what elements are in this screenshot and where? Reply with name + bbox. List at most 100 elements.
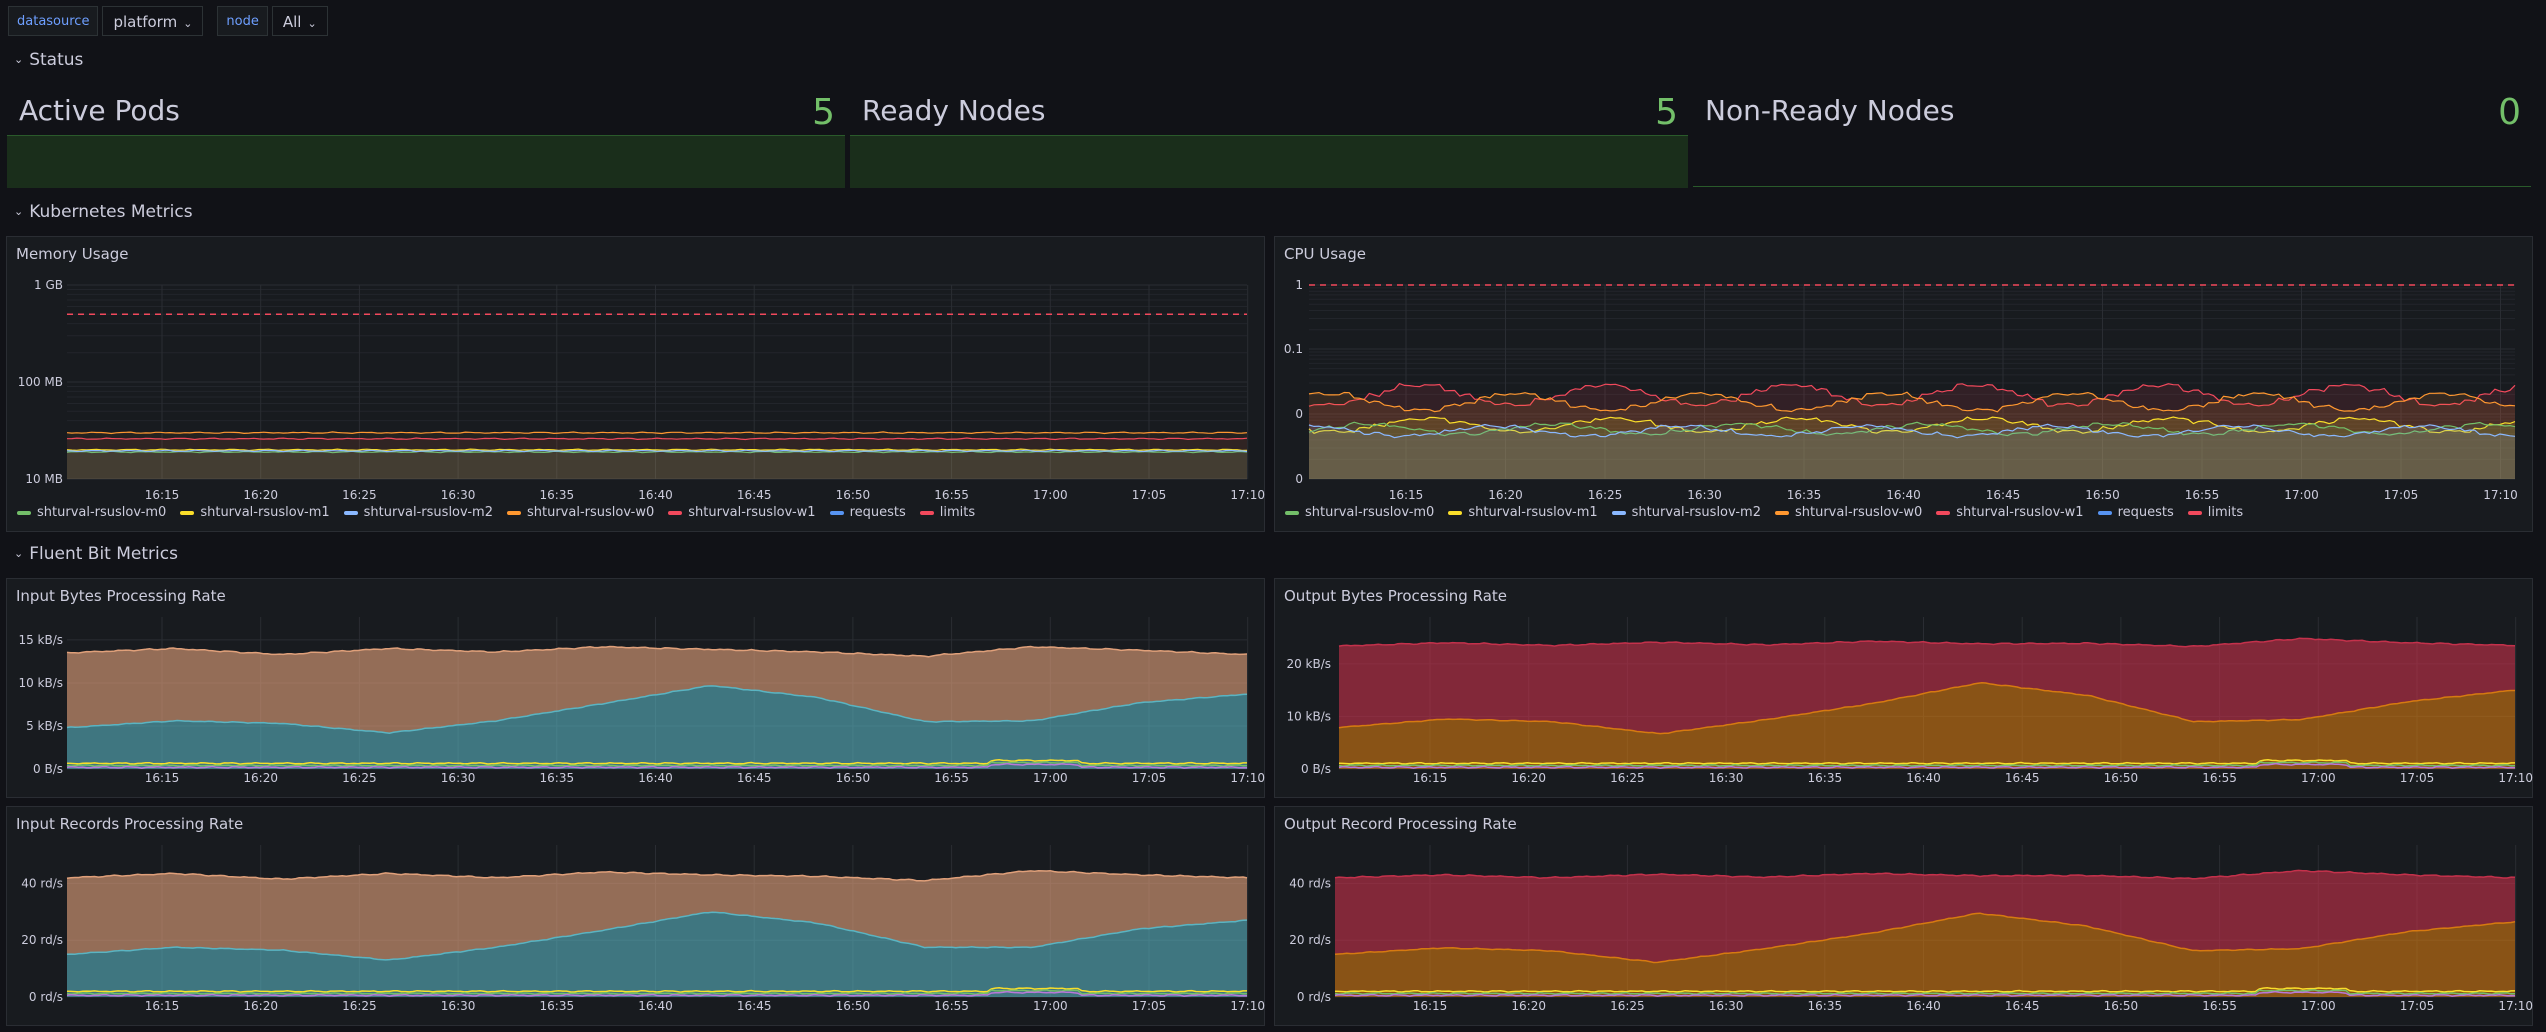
series-m1-area	[67, 449, 1247, 479]
x-tick-label: 16:45	[2005, 999, 2040, 1013]
legend-item[interactable]: shturval-rsuslov-w1	[668, 505, 816, 520]
variables-bar: datasource platform ⌄ node All ⌄	[8, 6, 342, 36]
series-w0-area	[1339, 682, 2515, 769]
x-tick-label: 16:25	[1588, 488, 1623, 502]
legend-color-swatch	[2187, 510, 2202, 515]
x-tick-label: 16:30	[441, 999, 476, 1013]
panel-title: Output Record Processing Rate	[1284, 815, 1517, 833]
x-tick-label: 16:35	[1787, 488, 1822, 502]
panel-cpu-usage[interactable]: CPU Usage 1 0.1 0 0 16:15 16:20 16:25 16:30 16:3…	[1274, 236, 2533, 532]
legend-item[interactable]: shturval-rsuslov-m1	[180, 505, 330, 520]
x-tick-label: 16:35	[1808, 771, 1843, 785]
x-tick-label: 16:40	[638, 771, 673, 785]
y-tick-label: 1	[1295, 278, 1303, 292]
series-m2-line	[66, 990, 1248, 997]
x-tick-label: 17:10	[1230, 488, 1265, 502]
stat-ready-nodes[interactable]: Ready Nodes 5	[850, 88, 1688, 188]
x-tick-label: 17:05	[2400, 771, 2435, 785]
series-m0-area	[1309, 422, 2515, 479]
y-tick-label: 10 kB/s	[1286, 709, 1331, 723]
legend-item[interactable]: limits	[2187, 505, 2243, 520]
node-variable-value: All	[282, 13, 302, 31]
row-kubernetes-metrics[interactable]: ⌄ Kubernetes Metrics	[14, 202, 193, 222]
x-tick-label: 17:00	[1033, 771, 1068, 785]
legend-item[interactable]: limits	[919, 505, 975, 520]
datasource-variable-label: datasource	[8, 6, 99, 36]
x-tick-label: 16:35	[540, 771, 575, 785]
legend-item[interactable]: shturval-rsuslov-w0	[1774, 505, 1923, 520]
series-total-line	[66, 645, 1248, 658]
x-tick-label: 16:50	[2085, 488, 2120, 502]
x-tick-label: 17:00	[2301, 999, 2336, 1013]
legend-color-swatch	[17, 510, 31, 515]
series-m2-area	[67, 450, 1247, 479]
panel-input-records[interactable]: Input Records Processing Rate 40 rd/s 20 …	[6, 806, 1265, 1026]
series-total-area	[67, 646, 1247, 734]
series-m2-line	[1308, 423, 2516, 439]
legend-item[interactable]: shturval-rsuslov-m2	[343, 505, 493, 520]
row-status[interactable]: ⌄ Status	[14, 50, 83, 70]
node-variable-select[interactable]: All ⌄	[271, 6, 328, 36]
stat-active-pods[interactable]: Active Pods 5	[7, 88, 845, 188]
x-tick-label: 16:20	[243, 771, 278, 785]
stat-title: Non-Ready Nodes	[1705, 94, 1955, 127]
series-total-line	[1334, 869, 2516, 880]
chevron-down-icon: ⌄	[14, 205, 24, 218]
stat-non-ready-nodes[interactable]: Non-Ready Nodes 0	[1693, 88, 2531, 188]
y-tick-label: 5 kB/s	[26, 719, 63, 733]
x-tick-label: 16:25	[1610, 999, 1645, 1013]
datasource-variable-select[interactable]: platform ⌄	[102, 6, 204, 36]
legend-color-swatch	[343, 510, 358, 515]
x-tick-label: 17:10	[2498, 999, 2533, 1013]
x-tick-label: 16:15	[145, 771, 180, 785]
panel-memory-usage[interactable]: Memory Usage 1 GB 100 MB 10 MB 16:15 16:20 16…	[6, 236, 1265, 532]
chevron-down-icon: ⌄	[14, 547, 24, 560]
x-tick-label: 16:45	[737, 488, 772, 502]
row-kubernetes-title: Kubernetes Metrics	[29, 202, 193, 222]
x-tick-label: 16:55	[2185, 488, 2220, 502]
x-tick-label: 17:05	[1132, 999, 1167, 1013]
series-m0-line	[1338, 761, 2515, 768]
panel-input-bytes[interactable]: Input Bytes Processing Rate 15 kB/s 10 kB…	[6, 578, 1265, 798]
stat-value: 5	[1655, 92, 1678, 133]
datasource-variable-value: platform	[113, 13, 178, 31]
legend-label: shturval-rsuslov-m0	[37, 505, 167, 520]
series-total-area	[1335, 870, 2515, 963]
legend-label: shturval-rsuslov-w1	[1956, 505, 2084, 520]
legend-item[interactable]: shturval-rsuslov-w0	[506, 505, 654, 520]
x-tick-label: 17:00	[1033, 999, 1068, 1013]
x-tick-label: 16:20	[243, 999, 278, 1013]
x-tick-label: 16:15	[1413, 771, 1448, 785]
legend-label: shturval-rsuslov-m2	[1631, 505, 1761, 520]
y-tick-label: 1 GB	[34, 278, 63, 292]
legend-item[interactable]: shturval-rsuslov-m0	[1285, 505, 1434, 520]
series-m0-line	[66, 761, 1247, 768]
x-tick-label: 16:25	[342, 771, 377, 785]
legend-item[interactable]: requests	[829, 505, 906, 520]
x-tick-label: 16:15	[145, 999, 180, 1013]
legend-item[interactable]: shturval-rsuslov-w1	[1936, 505, 2084, 520]
input-bytes-chart: 15 kB/s 10 kB/s 5 kB/s 0 B/s 16:15 16:20 16:25…	[18, 617, 1265, 785]
y-tick-label: 20 rd/s	[21, 933, 63, 947]
legend-item[interactable]: shturval-rsuslov-m0	[17, 505, 166, 520]
legend-item[interactable]: shturval-rsuslov-m2	[1611, 505, 1761, 520]
legend-color-swatch	[919, 510, 934, 515]
legend-item[interactable]: requests	[2097, 505, 2174, 520]
legend-label: requests	[849, 505, 906, 520]
panel-output-records[interactable]: Output Record Processing Rate 40 rd/s 20 …	[1274, 806, 2533, 1026]
x-tick-label: 16:30	[1709, 999, 1744, 1013]
series-total-line	[1338, 637, 2516, 648]
panel-title: Memory Usage	[16, 245, 129, 263]
x-tick-label: 16:45	[737, 771, 772, 785]
series-m1-line	[66, 759, 1247, 765]
series-w0-line	[66, 431, 1248, 435]
y-tick-label: 10 kB/s	[18, 676, 63, 690]
legend-label: shturval-rsuslov-m1	[1468, 505, 1598, 520]
y-tick-label: 20 rd/s	[1289, 933, 1331, 947]
legend-label: shturval-rsuslov-w1	[688, 505, 816, 520]
legend-label: shturval-rsuslov-w0	[1794, 505, 1923, 520]
series-m2-line	[1334, 990, 2516, 997]
row-fluent-bit-metrics[interactable]: ⌄ Fluent Bit Metrics	[14, 544, 178, 564]
legend-item[interactable]: shturval-rsuslov-m1	[1448, 505, 1598, 520]
panel-output-bytes[interactable]: Output Bytes Processing Rate 20 kB/s 10 k…	[1274, 578, 2533, 798]
